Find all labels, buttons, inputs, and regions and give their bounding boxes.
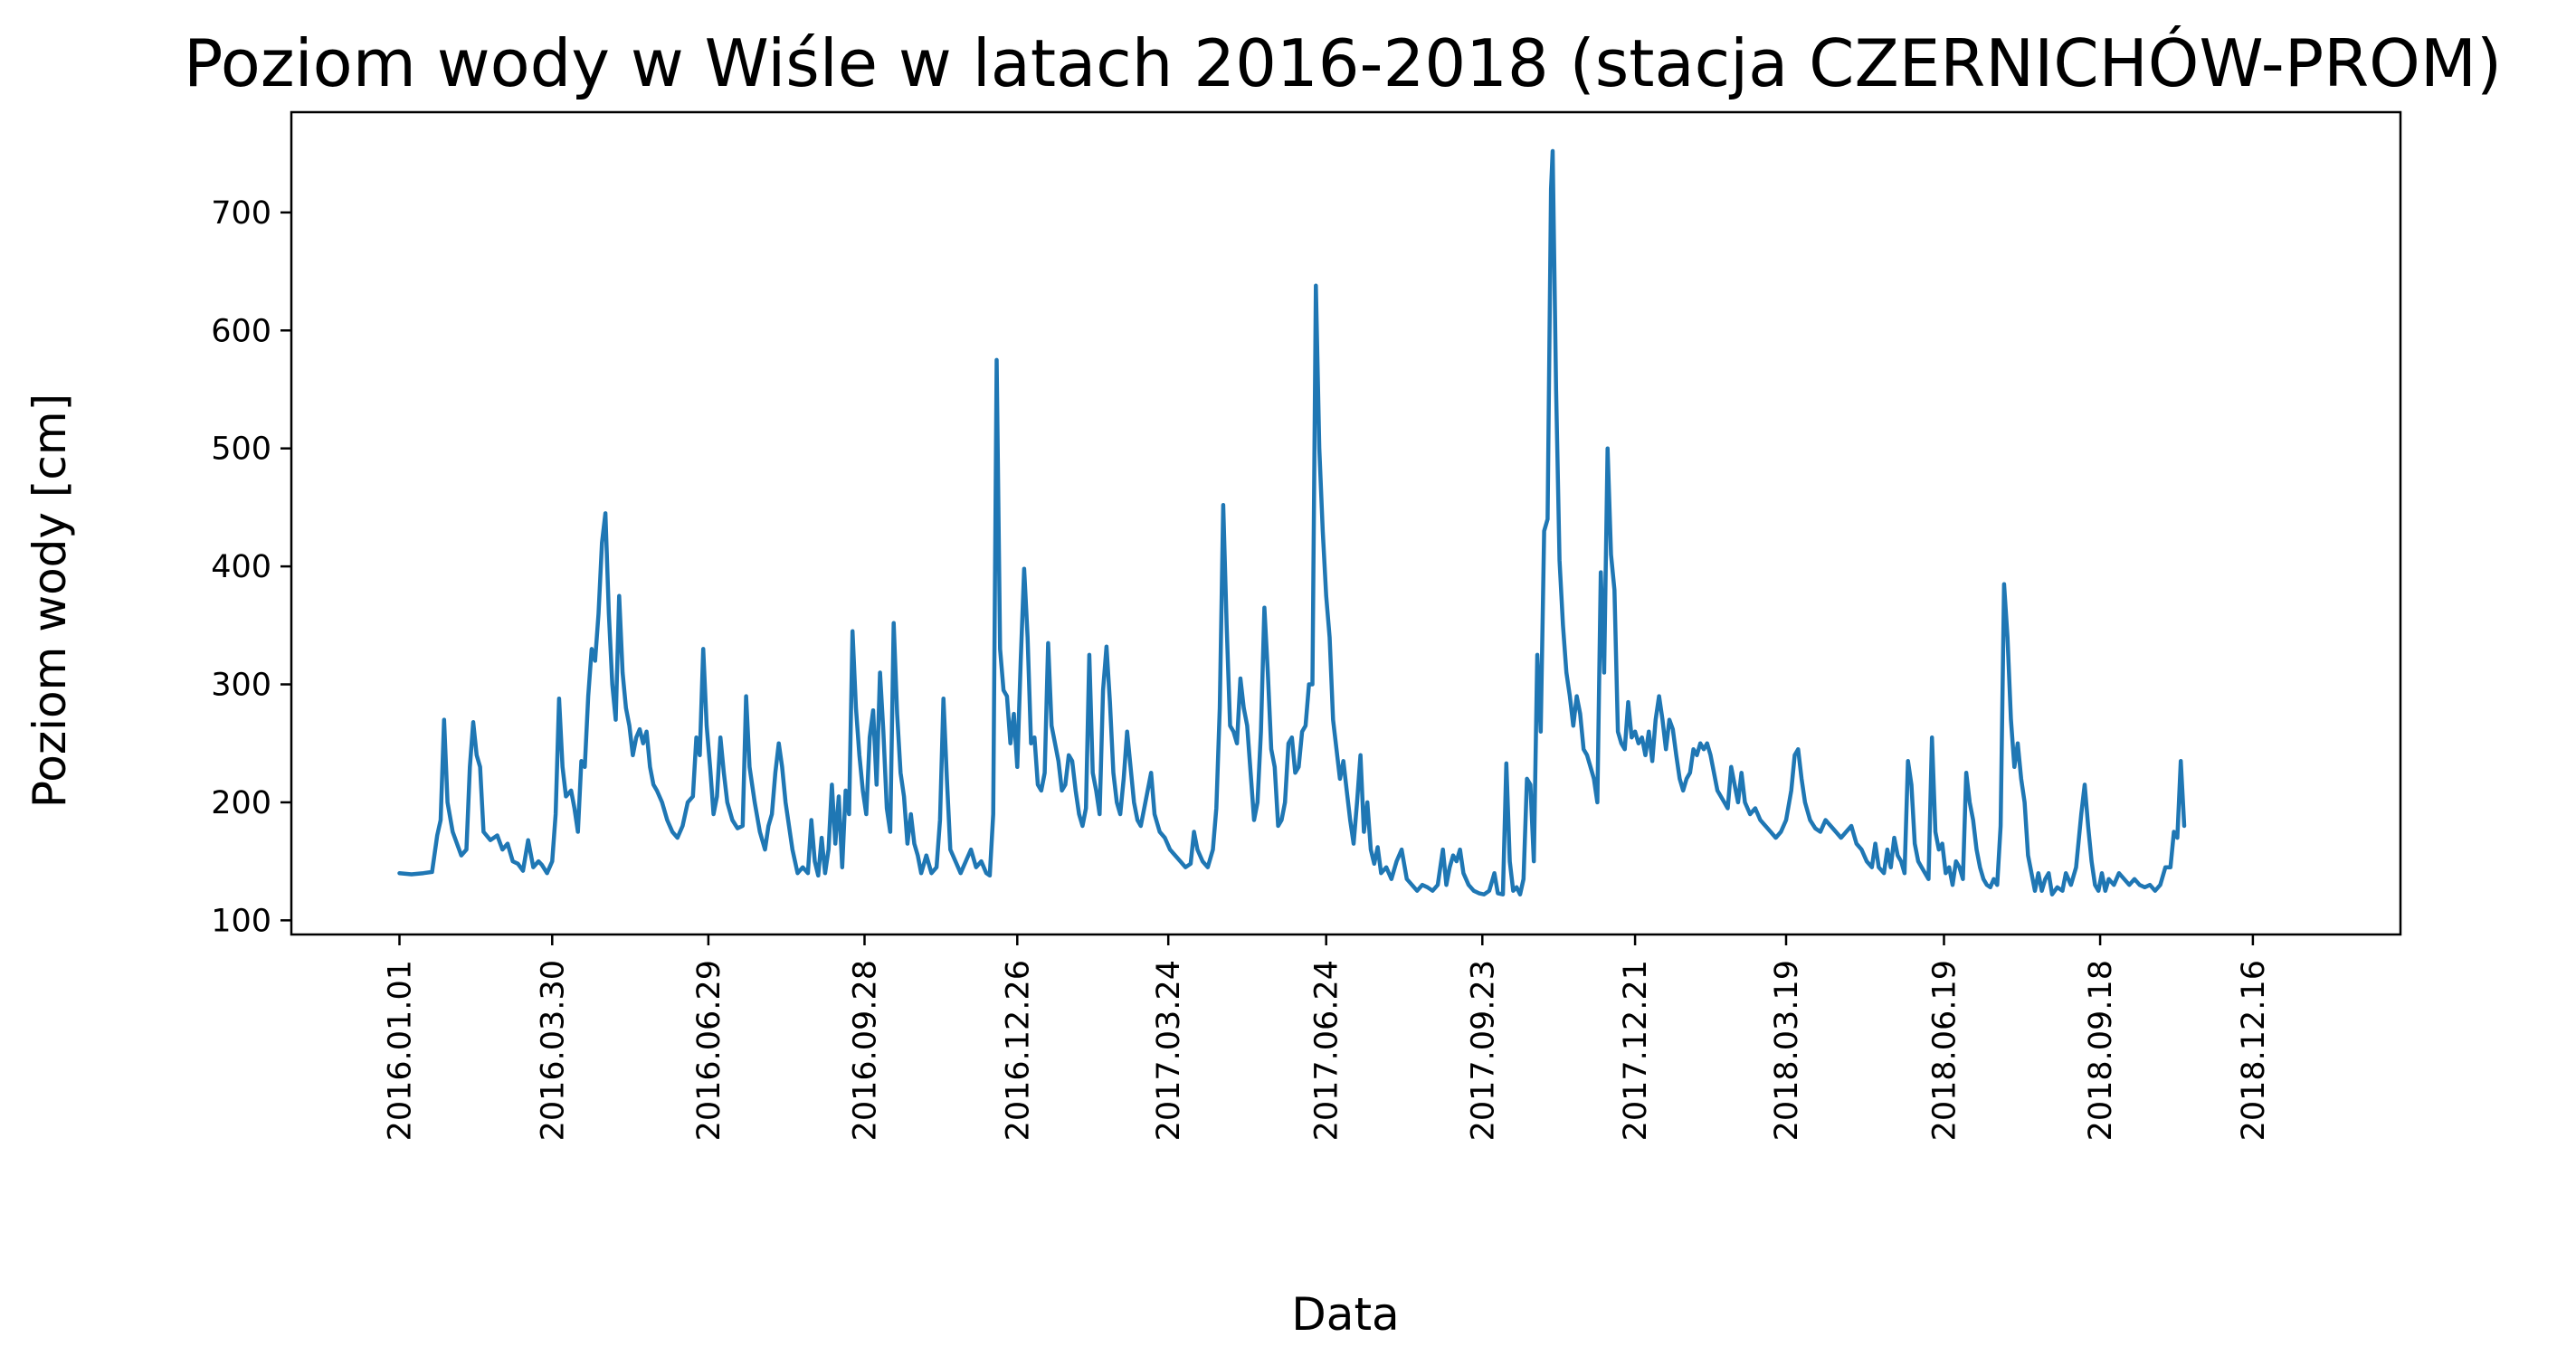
x-tick-label: 2017.03.24 [1151, 960, 1187, 1141]
plot-frame [290, 110, 2402, 936]
y-tick-label: 400 [211, 549, 271, 585]
x-tick-label: 2017.12.21 [1618, 960, 1654, 1141]
y-tick-label: 600 [211, 313, 271, 349]
series-line [397, 148, 2187, 896]
x-tick-label: 2016.01.01 [382, 960, 418, 1141]
y-tick-label: 300 [211, 668, 271, 704]
x-tick-label: 2017.06.24 [1309, 960, 1345, 1141]
x-tick-label: 2018.12.16 [2236, 960, 2272, 1141]
y-tick-label: 100 [211, 903, 271, 939]
x-tick-label: 2018.09.18 [2083, 960, 2119, 1141]
x-tick-label: 2016.06.29 [691, 960, 727, 1141]
x-axis: 2016.01.01 2016.03.30 2016.06.29 2016.09.28… [382, 934, 2272, 1141]
y-axis-label: Poziom wody [cm] [24, 394, 76, 808]
y-axis: 100 200 300 400 500 600 700 [211, 195, 291, 939]
chart-title: Poziom wody w Wiśle w latach 2016-2018 (… [184, 25, 2502, 101]
y-tick-label: 500 [211, 432, 271, 468]
x-tick-label: 2016.03.30 [535, 960, 571, 1141]
y-tick-label: 200 [211, 785, 271, 821]
x-tick-label: 2018.03.19 [1769, 960, 1805, 1141]
x-axis-label: Data [1291, 1288, 1399, 1341]
x-tick-label: 2017.09.23 [1465, 960, 1501, 1141]
y-tick-label: 700 [211, 195, 271, 232]
x-tick-label: 2018.06.19 [1926, 960, 1963, 1141]
x-tick-label: 2016.12.26 [1000, 960, 1036, 1141]
x-tick-label: 2016.09.28 [847, 960, 883, 1141]
